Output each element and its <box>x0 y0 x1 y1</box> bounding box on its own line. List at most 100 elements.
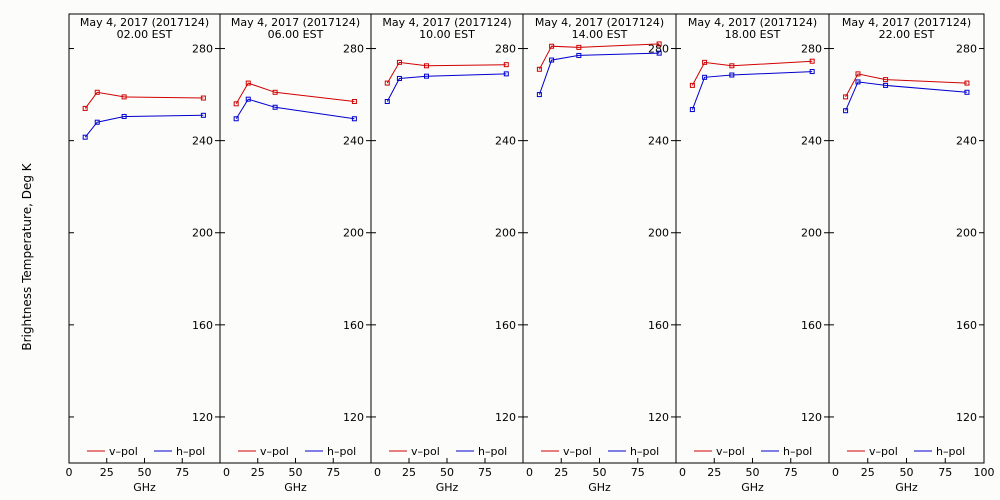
legend-label: h–pol <box>327 445 356 458</box>
legend-label: h–pol <box>630 445 659 458</box>
y-axis-label: Brightness Temperature, Deg K <box>20 162 34 350</box>
y-tick-label: 240 <box>192 135 213 148</box>
data-point-3-1-3 <box>656 50 662 56</box>
data-point-5-1-1 <box>855 79 861 85</box>
series-line-5-1 <box>845 81 968 111</box>
data-point-4-1-3 <box>809 69 815 75</box>
series-line-4-1 <box>691 71 813 110</box>
x-tick-label: 50 <box>746 466 760 479</box>
legend-label: v–pol <box>411 445 440 458</box>
y-tick-label: 160 <box>192 319 213 332</box>
x-axis-label-0: GHz <box>133 481 156 494</box>
x-axis-label-2: GHz <box>436 481 459 494</box>
data-point-3-0-3 <box>656 41 662 47</box>
legend-label: v–pol <box>716 445 745 458</box>
data-point-4-0-3 <box>809 58 815 64</box>
legend-label: h–pol <box>936 445 965 458</box>
y-tick-label: 240 <box>343 135 364 148</box>
x-tick-label: 75 <box>938 466 952 479</box>
data-point-1-1-2 <box>272 104 278 110</box>
y-tick-label: 120 <box>343 411 364 424</box>
data-point-0-0-3 <box>200 95 206 101</box>
x-tick-label: 0 <box>66 466 73 479</box>
x-tick-label: 75 <box>175 466 189 479</box>
x-tick-label: 0 <box>526 466 533 479</box>
x-tick-label: 75 <box>478 466 492 479</box>
y-tick-label: 120 <box>801 411 822 424</box>
legend-label: h–pol <box>783 445 812 458</box>
data-point-5-0-0 <box>843 94 849 100</box>
data-point-4-1-2 <box>729 72 735 78</box>
panels: 120 160 200 240 280 0 25 50 75 GHz May 4, 2017 (20… <box>66 13 995 494</box>
data-point-0-0-2 <box>121 94 127 100</box>
data-point-1-1-1 <box>245 96 251 102</box>
series-line-4-0 <box>691 60 813 86</box>
y-tick-label: 240 <box>801 135 822 148</box>
legend-label: v–pol <box>869 445 898 458</box>
data-point-4-0-2 <box>729 63 735 69</box>
data-point-2-1-3 <box>503 71 509 77</box>
data-point-0-1-2 <box>121 113 127 119</box>
y-tick-label: 200 <box>343 227 364 240</box>
y-tick-label: 240 <box>495 135 516 148</box>
series-line-1-1 <box>235 98 355 120</box>
data-point-2-0-1 <box>396 59 402 65</box>
x-tick-label: 75 <box>631 466 645 479</box>
y-tick-label: 240 <box>648 135 669 148</box>
x-tick-label: 50 <box>138 466 152 479</box>
series-line-2-0 <box>386 61 507 84</box>
series-line-3-0 <box>538 43 660 70</box>
y-tick-label: 120 <box>648 411 669 424</box>
y-tick-label: 160 <box>648 319 669 332</box>
x-tick-label: 25 <box>861 466 875 479</box>
data-point-2-0-0 <box>384 80 390 86</box>
legend-label: v–pol <box>260 445 289 458</box>
x-axis-label-5: GHz <box>895 481 918 494</box>
x-tick-label: 25 <box>251 466 265 479</box>
data-point-5-0-2 <box>883 77 889 83</box>
panel-title-4: May 4, 2017 (2017124) <box>688 16 817 29</box>
x-tick-label: 0 <box>679 466 686 479</box>
data-point-2-0-2 <box>423 63 429 69</box>
data-point-4-1-0 <box>689 107 695 113</box>
x-tick-label: 0 <box>223 466 230 479</box>
data-point-0-0-0 <box>82 105 88 111</box>
data-point-1-0-1 <box>245 80 251 86</box>
y-tick-label: 200 <box>648 227 669 240</box>
data-point-2-1-1 <box>396 75 402 81</box>
data-point-4-0-1 <box>702 59 708 65</box>
data-point-5-0-1 <box>855 71 861 77</box>
data-point-2-0-3 <box>503 62 509 68</box>
y-tick-label: 280 <box>801 43 822 56</box>
panel-title-3: May 4, 2017 (2017124) <box>535 16 664 29</box>
legend-label: v–pol <box>109 445 138 458</box>
data-point-3-0-0 <box>536 66 542 72</box>
data-point-1-1-3 <box>351 116 357 122</box>
y-tick-label: 160 <box>956 319 977 332</box>
y-tick-label: 280 <box>192 43 213 56</box>
data-point-0-1-3 <box>200 112 206 118</box>
x-axis-label-1: GHz <box>284 481 307 494</box>
x-tick-label: 0 <box>374 466 381 479</box>
y-tick-label: 280 <box>343 43 364 56</box>
data-point-1-0-2 <box>272 89 278 95</box>
y-tick-label: 200 <box>495 227 516 240</box>
panel-title-5: May 4, 2017 (2017124) <box>842 16 971 29</box>
data-point-1-0-0 <box>233 101 239 107</box>
x-tick-label: 25 <box>402 466 416 479</box>
x-tick-label: 100 <box>974 466 995 479</box>
panel-title-1: May 4, 2017 (2017124) <box>231 16 360 29</box>
y-tick-label: 160 <box>343 319 364 332</box>
x-tick-label: 75 <box>784 466 798 479</box>
x-tick-label: 50 <box>900 466 914 479</box>
panel-subtitle-3: 14.00 EST <box>572 28 628 41</box>
data-point-1-0-3 <box>351 98 357 104</box>
panel-subtitle-5: 22.00 EST <box>879 28 935 41</box>
data-point-4-0-0 <box>689 82 695 88</box>
y-tick-label: 200 <box>801 227 822 240</box>
series-line-1-0 <box>235 82 355 105</box>
data-point-3-1-1 <box>549 57 555 63</box>
y-tick-label: 240 <box>956 135 977 148</box>
data-point-5-1-0 <box>843 108 849 114</box>
